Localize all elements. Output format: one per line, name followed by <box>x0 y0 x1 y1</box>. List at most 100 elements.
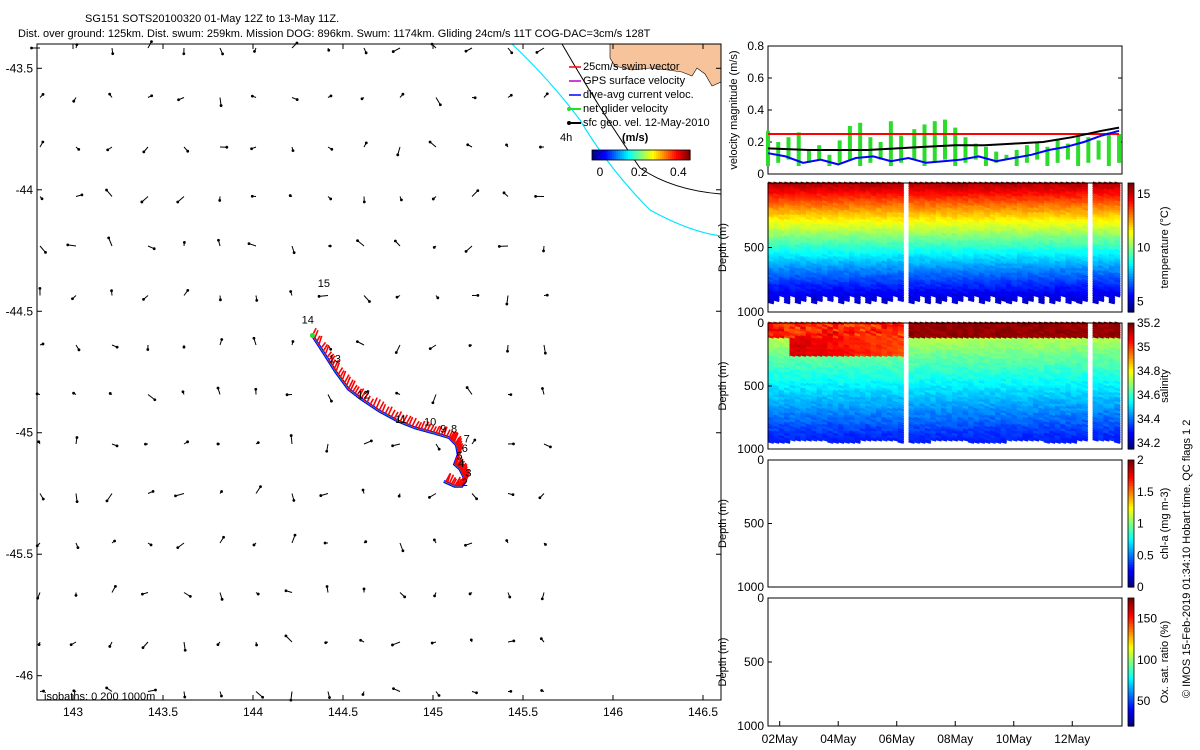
profile-cell <box>821 262 829 268</box>
swim-vector <box>341 370 347 381</box>
y-tick-label: -45 <box>16 426 34 440</box>
profile-cell <box>810 230 818 235</box>
profile-cell <box>886 200 894 205</box>
profile-cell <box>886 223 894 228</box>
profile-cell <box>951 299 959 305</box>
profile-cell <box>794 232 802 238</box>
profile-cell <box>810 267 818 272</box>
profile-cell <box>886 239 894 245</box>
current-arrow-head <box>464 49 468 53</box>
profile-cell <box>881 267 888 272</box>
profile-cell <box>854 230 861 235</box>
profile-cell <box>908 279 916 284</box>
profile-cell <box>794 299 802 305</box>
current-arrow <box>327 691 331 699</box>
current-arrow <box>176 196 185 204</box>
profile-cell <box>854 253 861 258</box>
profile-cell <box>789 239 796 245</box>
profile-cell <box>832 190 840 196</box>
profile-cell <box>892 290 899 296</box>
profile-cell <box>810 218 818 224</box>
profile-cell <box>875 274 883 279</box>
profile-cell <box>772 190 780 196</box>
profile-cell <box>859 241 867 247</box>
profile-cell <box>805 260 813 265</box>
profile-cell <box>800 216 807 221</box>
current-arrow <box>327 196 333 201</box>
current-arrow-head <box>325 585 329 588</box>
current-arrow-head <box>324 641 328 645</box>
profile-cell <box>843 251 851 256</box>
current-arrow <box>505 295 509 306</box>
profile-cell <box>848 234 856 240</box>
current-arrow <box>219 490 224 494</box>
swim-vector <box>339 370 345 379</box>
profile-cell <box>827 230 834 235</box>
legend-label: GPS surface velocity <box>583 75 686 87</box>
profile-cell <box>816 237 824 242</box>
profile-cell <box>881 279 888 284</box>
profile-cell <box>772 186 780 191</box>
profile-cell <box>913 211 921 217</box>
profile-cell <box>843 276 851 282</box>
current-arrow <box>289 290 293 296</box>
map-background <box>37 44 721 700</box>
current-arrow <box>507 493 515 497</box>
profile-cell <box>892 230 899 235</box>
profile-cell <box>854 255 861 261</box>
profile-cell <box>913 290 921 296</box>
colorbar-tick: 10 <box>1137 241 1151 255</box>
profile-cell <box>789 230 796 235</box>
profile-cell <box>783 267 791 272</box>
current-arrow <box>464 245 473 253</box>
profile-cell <box>859 188 867 193</box>
profile-cell <box>827 207 834 212</box>
current-arrow-head <box>37 440 41 444</box>
profile-cell <box>783 276 791 282</box>
profile-cell <box>800 214 807 219</box>
x-tick-label: 145 <box>423 705 443 719</box>
current-arrow-head <box>512 639 516 643</box>
profile-cell <box>832 237 840 242</box>
profile-cell <box>772 216 780 221</box>
swim-vector <box>454 456 461 466</box>
profile-cell <box>832 286 840 291</box>
profile-cell <box>789 202 796 207</box>
current-arrow-head <box>256 592 260 596</box>
profile-cell <box>843 267 851 272</box>
profile-cell <box>913 251 921 256</box>
current-arrow-head <box>140 592 144 596</box>
profile-cell <box>800 269 807 275</box>
swim-vector <box>450 431 457 441</box>
profile-cell <box>767 193 775 198</box>
current-arrow-head <box>183 695 187 699</box>
profile-cell <box>864 230 872 235</box>
current-arrow-head <box>216 442 220 446</box>
colorbar-cell <box>618 150 621 160</box>
profile-cell <box>897 218 905 224</box>
profile-cell <box>832 279 840 284</box>
profile-cell <box>848 246 856 252</box>
profile-cell <box>854 227 861 233</box>
profile-cell <box>881 262 888 268</box>
profile-cell <box>908 255 916 261</box>
profile-cell <box>794 258 802 263</box>
profile-cell <box>821 288 829 293</box>
profile-cell <box>848 283 856 289</box>
profile-cell <box>892 276 899 282</box>
profile-cell <box>832 225 840 231</box>
land-polygon <box>609 43 722 87</box>
profile-cell <box>892 195 899 200</box>
current-arrow-head <box>329 197 333 201</box>
profile-cell <box>908 281 916 286</box>
profile-cell <box>783 186 791 191</box>
profile-cell <box>913 218 921 224</box>
swim-vector <box>420 420 426 430</box>
profile-cell <box>810 209 818 214</box>
profile-cell <box>816 274 824 279</box>
profile-cell <box>827 209 834 214</box>
profile-cell <box>805 227 813 233</box>
current-arrow <box>435 97 442 107</box>
profile-cell <box>832 293 840 298</box>
swim-vector <box>456 456 463 468</box>
